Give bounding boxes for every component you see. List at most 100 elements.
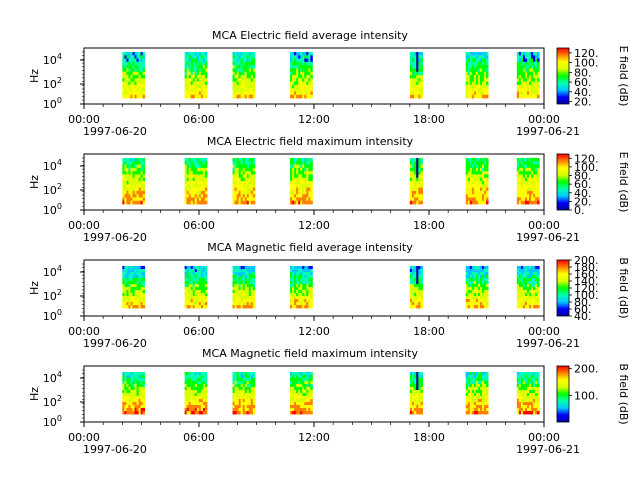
spectrogram-cell (192, 399, 196, 403)
colorbar-tick-label: 160. (574, 268, 599, 281)
spectrogram-cell (196, 287, 200, 291)
spectrogram-cell (418, 287, 421, 291)
spectrogram-cell (122, 284, 125, 288)
spectrogram-cell (250, 296, 254, 300)
spectrogram-cell (300, 411, 303, 415)
spectrogram-cell (126, 269, 129, 273)
spectrogram-cell (140, 171, 144, 175)
spectrogram-cell (246, 161, 250, 165)
spectrogram-cell (310, 278, 313, 282)
spectrogram-cell (236, 296, 240, 300)
spectrogram-cell (469, 55, 473, 59)
spectrogram-cell (128, 52, 131, 56)
spectrogram-cell (465, 174, 469, 179)
spectrogram-cell (140, 84, 144, 89)
spectrogram-cell (134, 181, 137, 185)
spectrogram-cell (142, 88, 146, 92)
spectrogram-cell (234, 65, 237, 69)
spectrogram-cell (479, 187, 483, 192)
spectrogram-cell (248, 396, 252, 400)
spectrogram-cell (302, 78, 305, 82)
spectrogram-cell (244, 411, 248, 415)
spectrogram-cell (122, 88, 125, 92)
spectrogram-cell (186, 200, 190, 205)
spectrogram-cell (535, 411, 538, 415)
spectrogram-cell (184, 68, 188, 73)
spectrogram-cell (522, 174, 526, 179)
spectrogram-cell (527, 71, 530, 76)
spectrogram-cell (522, 58, 526, 63)
spectrogram-cell (192, 387, 196, 391)
spectrogram-cell (132, 266, 135, 270)
spectrogram-cell (416, 305, 419, 309)
spectrogram-cell (527, 167, 530, 172)
spectrogram-cell (184, 396, 188, 400)
spectrogram-cell (465, 266, 469, 270)
spectrogram-cell (190, 181, 194, 185)
spectrogram-cell (467, 171, 471, 175)
spectrogram-cell (411, 158, 415, 162)
spectrogram-cell (409, 411, 413, 415)
spectrogram-cell (484, 84, 487, 89)
spectrogram-cell (296, 305, 299, 309)
spectrogram-cell (132, 58, 135, 63)
spectrogram-cell (240, 381, 244, 385)
spectrogram-cell (473, 167, 477, 172)
spectrogram-cell (473, 305, 477, 309)
spectrogram-cell (475, 299, 479, 303)
spectrogram-cell (479, 174, 483, 179)
spectrogram-cell (186, 411, 190, 415)
spectrogram-cell (479, 81, 483, 86)
spectrogram-cell (524, 184, 528, 188)
spectrogram-cell (308, 68, 311, 73)
spectrogram-cell (302, 290, 305, 294)
spectrogram-cell (244, 71, 248, 76)
spectrogram-cell (252, 177, 256, 182)
spectrogram-cell (140, 197, 144, 202)
spectrogram-cell (188, 65, 192, 69)
spectrogram-cell (124, 88, 127, 92)
spectrogram-cell (236, 190, 240, 195)
spectrogram-cell (204, 75, 208, 79)
spectrogram-cell (252, 293, 256, 297)
spectrogram-cell (537, 408, 540, 412)
spectrogram-cell (482, 284, 485, 288)
spectrogram-cell (134, 91, 137, 96)
spectrogram-cell (527, 290, 530, 294)
spectrogram-cell (290, 184, 293, 188)
spectrogram-cell (252, 200, 256, 205)
spectrogram-cell (240, 58, 244, 63)
spectrogram-cell (238, 184, 242, 188)
spectrogram-cell (188, 181, 192, 185)
spectrogram-cell (298, 399, 301, 403)
spectrogram-cell (128, 372, 131, 376)
spectrogram-cell (244, 281, 248, 285)
spectrogram-cell (516, 302, 520, 306)
spectrogram-cell (529, 396, 532, 400)
spectrogram-cell (414, 384, 417, 388)
spectrogram-cell (298, 384, 301, 388)
spectrogram-cell (290, 281, 293, 285)
spectrogram-cell (136, 399, 139, 403)
spectrogram-cell (535, 266, 538, 270)
spectrogram-cell (477, 378, 481, 382)
spectrogram-cell (531, 378, 534, 382)
spectrogram-cell (128, 278, 131, 282)
spectrogram-cell (469, 158, 473, 162)
spectrogram-cell (248, 84, 252, 89)
spectrogram-cell (246, 375, 250, 379)
spectrogram-cell (198, 384, 202, 388)
spectrogram-cell (294, 272, 297, 276)
spectrogram-cell (188, 305, 192, 309)
spectrogram-cell (238, 290, 242, 294)
spectrogram-cell (475, 61, 479, 66)
spectrogram-cell (477, 52, 481, 56)
spectrogram-cell (310, 390, 313, 394)
spectrogram-cell (529, 161, 532, 165)
colorbar-tick-label: 80. (574, 296, 592, 309)
spectrogram-cell (414, 411, 417, 415)
spectrogram-cell (194, 387, 198, 391)
spectrogram-cell (232, 281, 235, 285)
spectrogram-cell (482, 161, 485, 165)
spectrogram-cell (132, 405, 135, 409)
